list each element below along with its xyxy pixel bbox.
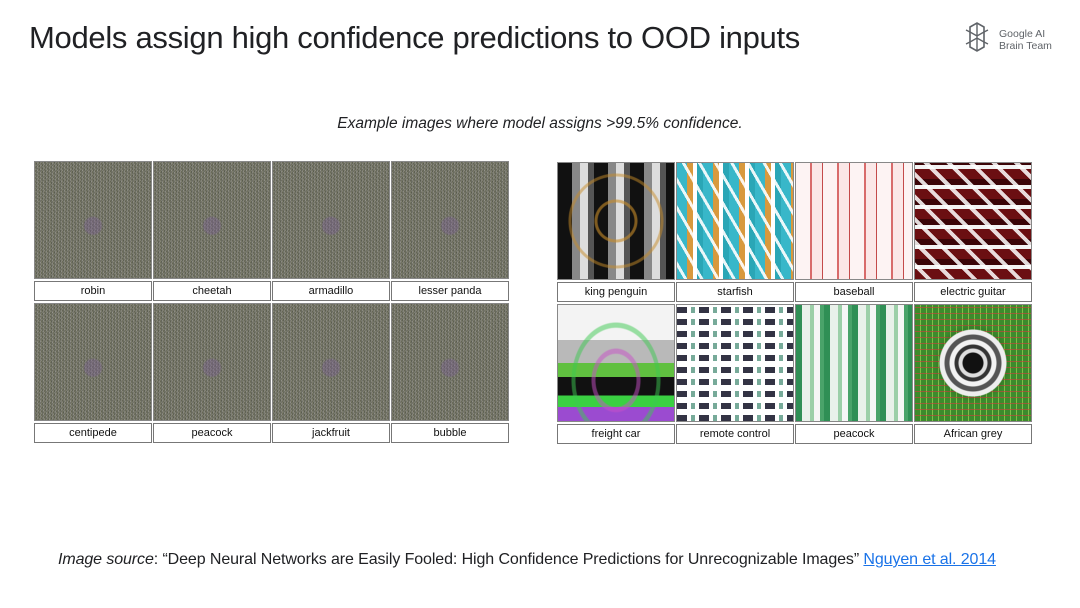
pattern-image <box>795 162 913 280</box>
pattern-image <box>557 162 675 280</box>
image-label: starfish <box>676 282 794 302</box>
pattern-image <box>676 304 794 422</box>
noise-image-grid: robin cheetah armadillo lesser panda cen… <box>34 161 509 443</box>
image-label: remote control <box>676 424 794 444</box>
image-tile: peacock <box>795 304 913 444</box>
noise-image <box>153 161 271 279</box>
image-tile: starfish <box>676 162 794 302</box>
google-ai-brain-logo-icon <box>963 22 991 57</box>
image-tile: baseball <box>795 162 913 302</box>
image-label: jackfruit <box>272 423 390 443</box>
image-tile: electric guitar <box>914 162 1032 302</box>
noise-image <box>272 161 390 279</box>
image-label: lesser panda <box>391 281 509 301</box>
noise-image <box>272 303 390 421</box>
image-label: electric guitar <box>914 282 1032 302</box>
image-tile: bubble <box>391 303 509 443</box>
noise-image <box>34 303 152 421</box>
pattern-image <box>795 304 913 422</box>
image-label: African grey <box>914 424 1032 444</box>
image-tile: armadillo <box>272 161 390 301</box>
pattern-image <box>557 304 675 422</box>
brand-line-2: Brain Team <box>999 39 1052 52</box>
image-label: peacock <box>153 423 271 443</box>
brand-line-1: Google AI <box>999 27 1046 40</box>
noise-image <box>153 303 271 421</box>
image-label: king penguin <box>557 282 675 302</box>
image-tile: jackfruit <box>272 303 390 443</box>
slide-subtitle: Example images where model assigns >99.5… <box>337 115 743 132</box>
image-tile: remote control <box>676 304 794 444</box>
pattern-image <box>914 162 1032 280</box>
image-tile: robin <box>34 161 152 301</box>
image-label: robin <box>34 281 152 301</box>
image-tile: lesser panda <box>391 161 509 301</box>
pattern-image-grid: king penguin starfish baseball electric … <box>557 162 1032 444</box>
image-label: bubble <box>391 423 509 443</box>
image-tile: cheetah <box>153 161 271 301</box>
image-tile: African grey <box>914 304 1032 444</box>
slide-title: Models assign high confidence prediction… <box>29 20 800 55</box>
image-tile: king penguin <box>557 162 675 302</box>
image-label: cheetah <box>153 281 271 301</box>
citation-link[interactable]: Nguyen et al. 2014 <box>863 551 996 568</box>
image-label: freight car <box>557 424 675 444</box>
image-label: peacock <box>795 424 913 444</box>
source-text: “Deep Neural Networks are Easily Fooled:… <box>158 551 864 568</box>
source-lead: Image source <box>58 551 154 568</box>
pattern-image <box>914 304 1032 422</box>
image-tile: peacock <box>153 303 271 443</box>
pattern-image <box>676 162 794 280</box>
noise-image <box>34 161 152 279</box>
image-tile: freight car <box>557 304 675 444</box>
image-label: armadillo <box>272 281 390 301</box>
image-label: centipede <box>34 423 152 443</box>
noise-image <box>391 161 509 279</box>
image-label: baseball <box>795 282 913 302</box>
image-source-citation: Image source: “Deep Neural Networks are … <box>58 551 996 569</box>
brand: Google AI Brain Team <box>963 22 1052 57</box>
image-tile: centipede <box>34 303 152 443</box>
noise-image <box>391 303 509 421</box>
source-colon: : <box>153 551 159 568</box>
